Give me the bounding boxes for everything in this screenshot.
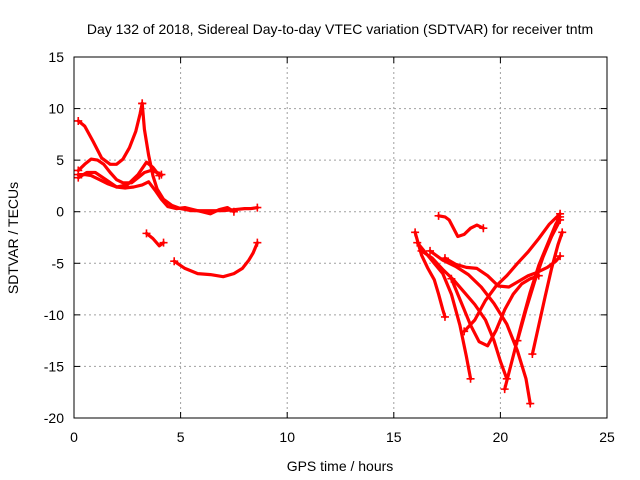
series-end-marker-arc-5 (155, 171, 164, 180)
series-end-marker-arc-2 (253, 203, 262, 212)
x-tick-label: 15 (386, 429, 402, 445)
series-start-marker-arc-10 (413, 238, 422, 247)
series-arc-9 (413, 230, 447, 319)
x-tick-label: 10 (279, 429, 295, 445)
series-end-marker-arc-17 (558, 228, 567, 237)
series-arc-16 (503, 215, 562, 391)
y-tick-label: 10 (48, 101, 64, 117)
x-tick-label: 0 (70, 429, 78, 445)
y-tick-label: -5 (52, 255, 65, 271)
series-arc-13 (443, 254, 562, 289)
series-start-marker-arc-6 (142, 229, 151, 238)
series-end-marker-arc-8 (479, 224, 488, 233)
series-end-marker-arc-6 (159, 238, 168, 247)
series-end-marker-arc-12 (526, 399, 535, 408)
y-tick-label: 5 (56, 152, 64, 168)
x-axis-title: GPS time / hours (287, 458, 394, 474)
y-axis-title: SDTVAR / TECUs (5, 182, 21, 294)
series-start-marker-arc-18 (513, 336, 522, 345)
series-start-marker-arc-14 (447, 274, 456, 283)
y-tick-label: 0 (56, 204, 64, 220)
series-arc-6 (144, 231, 166, 248)
x-tick-label: 5 (177, 429, 185, 445)
series-end-marker-arc-10 (466, 374, 475, 383)
series-start-marker-arc-17 (528, 350, 537, 359)
data-series-layer (74, 99, 567, 408)
tick-layer: 0 5 10 15 20 25 -20 -15 -10 -5 0 5 10 15 (44, 49, 615, 445)
series-arc-1 (76, 101, 144, 166)
series-arc-5 (76, 160, 161, 189)
y-tick-label: -20 (44, 410, 64, 426)
series-end-marker-arc-13 (556, 252, 565, 261)
series-start-marker-arc-12 (426, 246, 435, 255)
series-end-marker-arc-9 (440, 312, 449, 321)
series-arc-7 (172, 241, 259, 279)
x-tick-label: 25 (599, 429, 615, 445)
series-start-marker-arc-7 (170, 257, 179, 266)
series-start-marker-arc-11 (417, 246, 426, 255)
series-start-marker-arc-2 (138, 99, 147, 108)
series-start-marker-arc-1 (74, 116, 83, 125)
series-end-marker-arc-4 (229, 207, 238, 216)
series-arc-11 (419, 249, 509, 381)
series-start-marker-arc-15 (460, 327, 469, 336)
series-start-marker-arc-5 (74, 173, 83, 182)
series-end-marker-arc-7 (253, 238, 262, 247)
grid-layer (74, 57, 607, 418)
series-arc-8 (437, 214, 485, 239)
series-start-marker-arc-8 (434, 211, 443, 220)
x-tick-label: 20 (493, 429, 509, 445)
series-arc-3 (76, 157, 163, 185)
y-tick-label: -15 (44, 358, 64, 374)
series-start-marker-arc-9 (411, 228, 420, 237)
series-arc-15 (462, 212, 562, 333)
plot-frame (73, 56, 608, 419)
y-tick-label: -10 (44, 307, 64, 323)
series-start-marker-arc-16 (500, 385, 509, 394)
series-arc-4 (76, 173, 236, 216)
chart-title: Day 132 of 2018, Sidereal Day-to-day VTE… (87, 21, 593, 37)
series-end-marker-arc-18 (556, 215, 565, 224)
y-tick-label: 15 (48, 49, 64, 65)
series-arc-17 (530, 230, 564, 356)
series-start-marker-arc-13 (440, 254, 449, 263)
series-arc-14 (449, 274, 541, 348)
series-arc-18 (515, 218, 562, 343)
